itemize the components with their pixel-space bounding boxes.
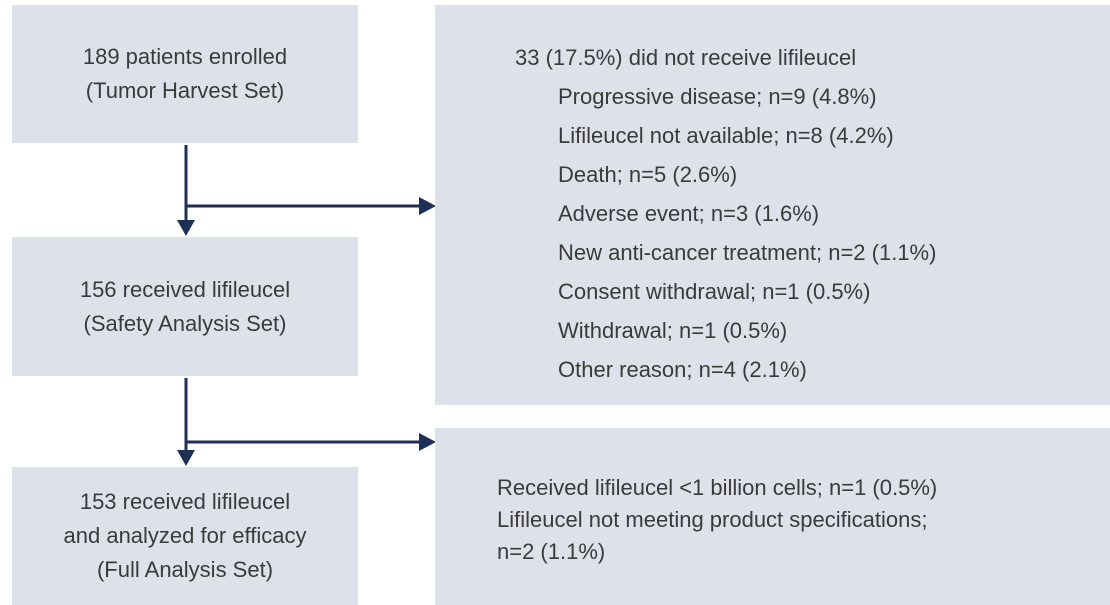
arrowhead: [419, 197, 436, 215]
node-text: 156 received lifileucel: [79, 276, 291, 302]
exclusion-item: Progressive disease; n=9 (4.8%): [558, 84, 877, 109]
exclusion-item: Adverse event; n=3 (1.6%): [558, 201, 820, 226]
node-text: 189 patients enrolled: [82, 44, 288, 69]
exclusion-item: Death; n=5 (2.6%): [558, 162, 738, 187]
node-text: (Safety Analysis Set): [83, 310, 287, 336]
exclusion-list: Progressive disease; n=9 (4.8%) Lifileuce…: [558, 77, 936, 389]
exclusion-item: Lifileucel not available; n=8 (4.2%): [558, 123, 894, 148]
exclusion-header: 33 (17.5%) did not receive lifileucel: [515, 45, 857, 70]
node-text: (Full Analysis Set): [96, 557, 274, 582]
exclusion-item: New anti-cancer treatment; n=2 (1.1%): [558, 240, 937, 265]
arrowhead: [177, 450, 195, 466]
node-box: 156 received lifileucel (Safety Analysis…: [12, 237, 358, 376]
node-text: and analyzed for efficacy: [63, 523, 307, 548]
exclusion-box: Received lifileucel <1 billion cells; n=…: [435, 428, 1110, 605]
node-text: (Tumor Harvest Set): [85, 78, 285, 103]
exclusion-item: n=2 (1.1%): [497, 539, 606, 564]
exclusion-item: Other reason; n=4 (2.1%): [558, 357, 807, 382]
exclusion-item: Withdrawal; n=1 (0.5%): [558, 318, 788, 343]
node-text: 153 received lifileucel: [79, 489, 291, 514]
exclusion-item: Lifileucel not meeting product specifica…: [497, 507, 928, 532]
exclusion-item: Consent withdrawal; n=1 (0.5%): [558, 279, 871, 304]
exclusion-list: Received lifileucel <1 billion cells; n=…: [497, 472, 937, 568]
arrowhead: [177, 220, 195, 236]
node-box: 189 patients enrolled (Tumor Harvest Set…: [12, 5, 358, 143]
node-box: 153 received lifileucel and analyzed for…: [12, 467, 358, 605]
exclusion-box: 33 (17.5%) did not receive lifileucel Pr…: [435, 5, 1110, 405]
arrowhead: [419, 433, 436, 451]
exclusion-item: Received lifileucel <1 billion cells; n=…: [497, 475, 938, 500]
